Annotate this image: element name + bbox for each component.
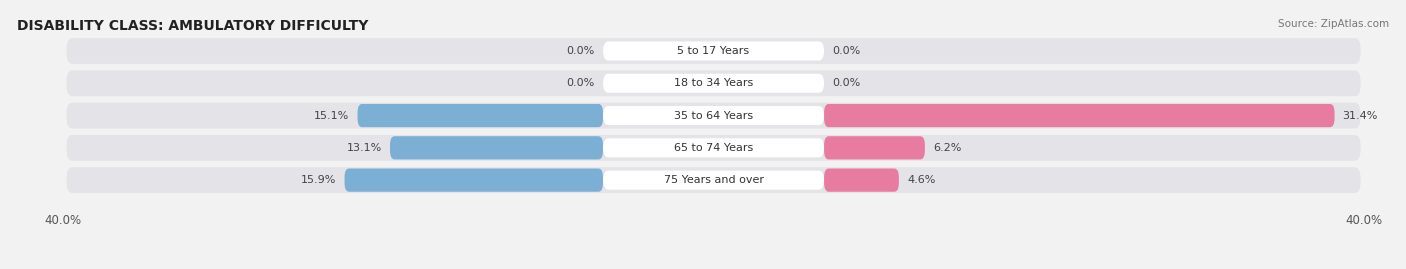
FancyBboxPatch shape [824, 136, 925, 160]
Text: 31.4%: 31.4% [1343, 111, 1378, 121]
FancyBboxPatch shape [66, 135, 1361, 161]
Text: DISABILITY CLASS: AMBULATORY DIFFICULTY: DISABILITY CLASS: AMBULATORY DIFFICULTY [17, 19, 368, 33]
Text: 5 to 17 Years: 5 to 17 Years [678, 46, 749, 56]
Text: 0.0%: 0.0% [832, 78, 860, 88]
Text: 65 to 74 Years: 65 to 74 Years [673, 143, 754, 153]
Text: 4.6%: 4.6% [907, 175, 935, 185]
Text: 13.1%: 13.1% [347, 143, 382, 153]
FancyBboxPatch shape [603, 41, 824, 61]
Text: Source: ZipAtlas.com: Source: ZipAtlas.com [1278, 19, 1389, 29]
FancyBboxPatch shape [389, 136, 603, 160]
Text: 75 Years and over: 75 Years and over [664, 175, 763, 185]
FancyBboxPatch shape [603, 74, 824, 93]
FancyBboxPatch shape [603, 106, 824, 125]
Text: 0.0%: 0.0% [567, 78, 595, 88]
Text: 0.0%: 0.0% [832, 46, 860, 56]
Text: 15.1%: 15.1% [314, 111, 349, 121]
Text: 15.9%: 15.9% [301, 175, 336, 185]
FancyBboxPatch shape [66, 103, 1361, 129]
FancyBboxPatch shape [603, 171, 824, 190]
FancyBboxPatch shape [66, 70, 1361, 96]
FancyBboxPatch shape [824, 104, 1334, 127]
Text: 0.0%: 0.0% [567, 46, 595, 56]
FancyBboxPatch shape [344, 168, 603, 192]
FancyBboxPatch shape [603, 138, 824, 157]
FancyBboxPatch shape [357, 104, 603, 127]
Text: 35 to 64 Years: 35 to 64 Years [673, 111, 754, 121]
Text: 6.2%: 6.2% [934, 143, 962, 153]
Text: 18 to 34 Years: 18 to 34 Years [673, 78, 754, 88]
FancyBboxPatch shape [66, 167, 1361, 193]
FancyBboxPatch shape [66, 38, 1361, 64]
FancyBboxPatch shape [824, 168, 898, 192]
